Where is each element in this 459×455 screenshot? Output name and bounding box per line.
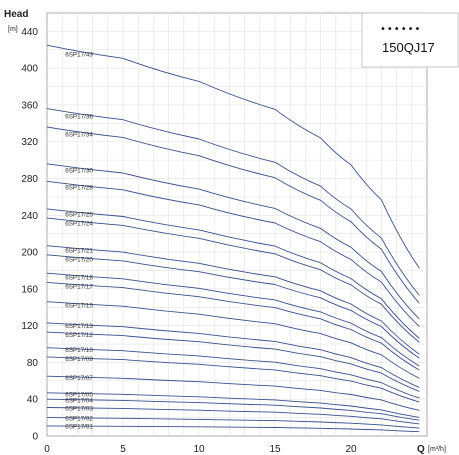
x-tick-label: 20 [345, 444, 357, 455]
series-label: 6SP17/34 [65, 131, 93, 138]
y-tick-label: 400 [21, 64, 38, 75]
series-label: 6SP17/10 [65, 347, 93, 354]
series-label: 6SP17/05 [65, 391, 93, 398]
series-label: 6SP17/43 [65, 52, 93, 59]
series-line [46, 301, 420, 379]
series-label: 6SP17/09 [65, 356, 93, 363]
series-label: 6SP17/17 [65, 283, 93, 290]
y-tick-label: 320 [21, 137, 38, 148]
series-label: 6SP17/01 [65, 424, 93, 431]
series-label: 6SP17/25 [65, 211, 93, 218]
y-tick-label: 280 [21, 174, 38, 185]
x-tick-label: 15 [269, 444, 281, 455]
series-label: 6SP17/36 [65, 114, 93, 121]
series-label: 6SP17/07 [65, 375, 93, 382]
y-tick-label: 80 [27, 358, 39, 369]
series-label: 6SP17/03 [65, 406, 93, 413]
series-label: 6SP17/15 [65, 302, 93, 309]
series-label: 6SP17/24 [65, 220, 93, 227]
model-name: 150QJ17 [382, 40, 435, 55]
series-label: 6SP17/30 [65, 167, 93, 174]
series-line [46, 217, 420, 343]
series-line [46, 331, 420, 392]
series-line [46, 281, 420, 371]
y-tick-label: 120 [21, 321, 38, 332]
curves [46, 44, 420, 433]
series-label: 6SP17/18 [65, 274, 93, 281]
series-line [46, 126, 420, 304]
series-line [46, 417, 420, 429]
series-line [46, 108, 420, 296]
series-line [46, 347, 420, 399]
series-line [46, 44, 420, 269]
series-line [46, 180, 420, 327]
series-label: 6SP17/02 [65, 416, 93, 423]
series-line [46, 163, 420, 320]
series-label: 6SP17/04 [65, 398, 93, 405]
series-line [46, 392, 420, 418]
series-line [46, 245, 420, 355]
y-tick-label: 40 [27, 395, 39, 406]
series-line [46, 208, 420, 339]
x-tick-label: 10 [193, 444, 205, 455]
series-line [46, 322, 420, 388]
series-label: 6SP17/13 [65, 323, 93, 330]
y-tick-label: 200 [21, 248, 38, 259]
series-line [46, 272, 420, 367]
tick-labels: 0 40 80 120 160 200 240 280 320 360 400 440 0 5 10 15 20 [21, 27, 357, 455]
y-tick-label: 360 [21, 100, 38, 111]
model-box: •••••• 150QJ17 [361, 12, 459, 68]
x-axis-title: Q [417, 444, 425, 455]
series-label: 6SP17/21 [65, 247, 93, 254]
series-line [46, 407, 420, 425]
model-dots: •••••• [380, 24, 421, 35]
series-label: 6SP17/28 [65, 185, 93, 192]
series-line [46, 398, 420, 421]
y-tick-label: 160 [21, 284, 38, 295]
plot-area [46, 12, 428, 437]
x-axis-unit: [m³/h] [428, 446, 446, 453]
x-tick-label: 5 [120, 444, 126, 455]
series-line [46, 375, 420, 411]
series-line [46, 254, 420, 359]
y-axis-title: Head [4, 9, 28, 20]
y-tick-label: 240 [21, 211, 38, 222]
y-tick-label: 440 [21, 27, 38, 38]
series-line [46, 425, 420, 433]
y-tick-label: 0 [32, 432, 38, 443]
series-line [46, 356, 420, 403]
series-label: 6SP17/12 [65, 332, 93, 339]
y-axis-unit: [m] [8, 26, 18, 33]
series-label: 6SP17/20 [65, 256, 93, 263]
x-tick-label: 0 [44, 444, 50, 455]
